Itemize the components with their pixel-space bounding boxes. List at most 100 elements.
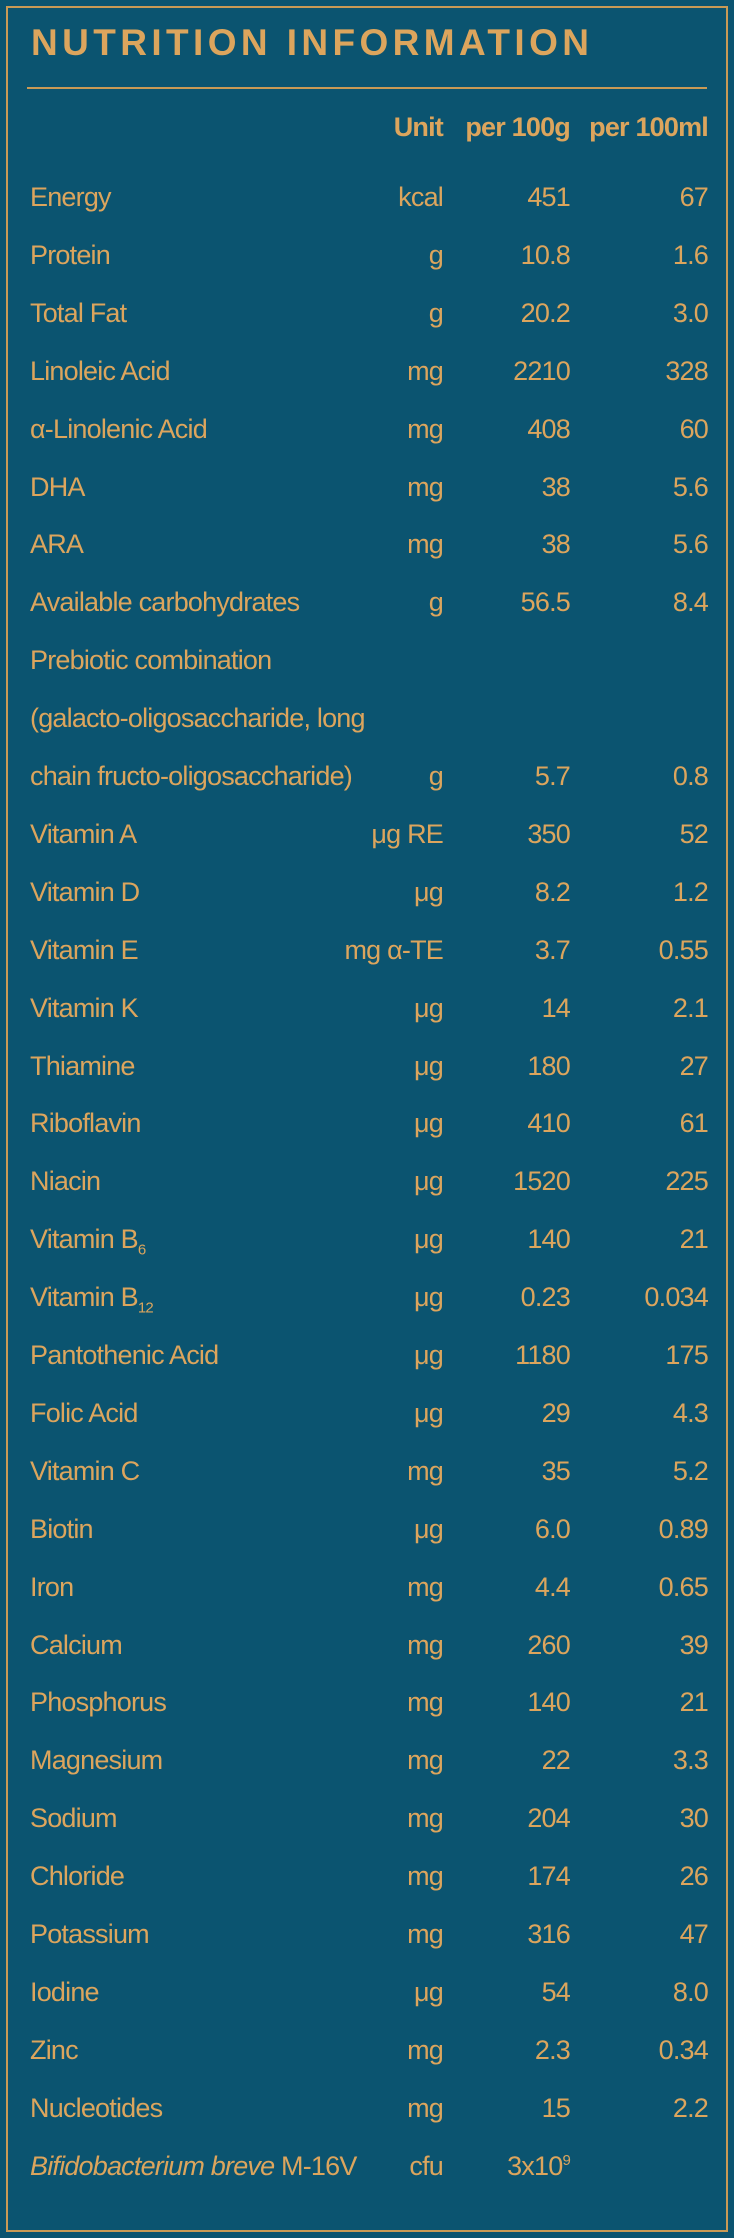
cell-text: 4.4 [534, 1571, 571, 1602]
row-name-text: Thiamine [30, 1050, 135, 1081]
row-name: DHA [30, 467, 85, 507]
cell-unit: μg [414, 1972, 444, 2012]
row-name: Niacin [30, 1161, 101, 1201]
cell-unit: mg [407, 2030, 444, 2070]
cell-text: 260 [527, 1629, 570, 1660]
row-name: Vitamin C [30, 1451, 140, 1491]
cell-text: mg [407, 1803, 444, 1834]
cell-unit: mg [407, 1682, 444, 1722]
cell-text: 21 [679, 1224, 709, 1255]
cell-per-100g: 54 [541, 1972, 571, 2012]
cell-text: 20.2 [520, 297, 571, 328]
cell-text: μg [414, 1397, 444, 1428]
cell-per-100ml: 328 [665, 351, 708, 391]
cell-per-100g: 35 [542, 1451, 571, 1491]
cell-unit: μg [414, 1161, 444, 1201]
cell-per-100g: 2.3 [535, 2030, 571, 2070]
cell-per-100g: 1180 [515, 1335, 571, 1375]
cell-text: μg [414, 1976, 444, 2007]
row-name: Zinc [30, 2030, 79, 2070]
row-name-text: Iron [30, 1571, 74, 1602]
divider [27, 87, 707, 89]
cell-text: 408 [527, 413, 570, 444]
cell-text: 350 [527, 818, 570, 849]
cell-text: 175 [665, 1340, 708, 1370]
cell-unit: μg [414, 1046, 444, 1086]
cell-text: mg [407, 529, 444, 560]
cell-per-100g: 5.7 [534, 756, 571, 796]
cell-unit: mg [407, 1798, 444, 1838]
cell-text: mg [407, 1745, 444, 1776]
column-header: Unit [393, 112, 444, 142]
cell-unit: g [428, 582, 444, 622]
cell-unit: g [428, 756, 444, 796]
cell-text: μg [414, 992, 444, 1023]
row-name: (galacto-oligosaccharide, long [30, 703, 366, 734]
cell-text: mg [407, 1455, 444, 1486]
row-name: Prebiotic combination [30, 645, 272, 676]
frame [6, 6, 728, 2232]
cell-per-100ml: 3.3 [673, 1740, 709, 1780]
cell-text: mg [407, 1629, 444, 1660]
cell-text: 8.0 [672, 1976, 709, 2007]
cell-text: mg [407, 1571, 444, 1602]
cell-text: 8.4 [672, 587, 709, 618]
cell-text: 5.7 [534, 761, 571, 791]
cell-per-100g: 38 [541, 524, 571, 564]
cell-text: 5.6 [672, 529, 709, 560]
row-name: Linoleic Acid [30, 351, 171, 391]
cell-per-100g: 4.4 [534, 1567, 571, 1607]
row-name-text: Riboflavin [30, 1108, 141, 1139]
cell-per-100ml: 0.034 [644, 1277, 708, 1317]
cell-text: g [428, 761, 444, 791]
cell-text: 225 [665, 1166, 708, 1197]
row-name: Iodine [30, 1972, 100, 2012]
row-name-text: Vitamin D [30, 876, 140, 907]
row-name-text: Potassium [30, 1919, 150, 1949]
cell-text: 4.3 [672, 1397, 709, 1428]
cell-per-100ml: 225 [665, 1161, 708, 1201]
row-name-sub: 6 [137, 1241, 146, 1259]
row-name-text: Iodine [30, 1976, 100, 2007]
cell-text: 1.6 [672, 239, 709, 270]
cell-per-100ml: 4.3 [672, 1393, 709, 1433]
cell-text: μg [414, 1050, 444, 1081]
row-name-text: Vitamin E [30, 934, 139, 965]
cell-text: 5.2 [672, 1455, 709, 1486]
cell-text: 1180 [515, 1340, 571, 1370]
cell-text: cfu [409, 2150, 443, 2181]
cell-unit: μg [414, 1335, 444, 1375]
row-name: Potassium [30, 1914, 150, 1954]
row-name-text: Total Fat [30, 297, 127, 328]
cell-text: 54 [541, 1976, 571, 2007]
cell-per-100g: 1520 [513, 1161, 571, 1201]
row-name-text: Chloride [30, 1861, 125, 1892]
cell-per-100ml: 5.6 [673, 467, 709, 507]
row-name: Calcium [30, 1625, 123, 1665]
cell-text: 38 [541, 529, 571, 560]
cell-unit: mg [407, 524, 444, 564]
cell-per-100ml: 27 [680, 1046, 709, 1086]
cell-text: g [428, 297, 444, 328]
cell-text: 174 [527, 1861, 570, 1892]
cell-per-100ml: 3.0 [673, 293, 709, 333]
row-name: Available carbohydrates [30, 582, 300, 622]
cell-text: μg [414, 1166, 444, 1197]
cell-per-100g: 29 [542, 1393, 571, 1433]
cell-text: g [428, 587, 444, 618]
cell-text: 140 [527, 1224, 570, 1255]
cell-per-100g: 451 [527, 177, 570, 217]
cell-text: 180 [527, 1050, 570, 1081]
cell-per-100ml: 0.89 [659, 1509, 709, 1549]
cell-per-100ml: 30 [680, 1798, 709, 1838]
cell-text: μg [414, 1108, 444, 1139]
cell-per-100ml: 5.6 [672, 524, 709, 564]
cell-text: 0.65 [658, 1571, 709, 1602]
cell-text: μg RE [371, 818, 443, 849]
cell-unit: μg [414, 1103, 444, 1143]
cell-text: 0.23 [520, 1282, 571, 1313]
cell-text: 1.2 [672, 876, 709, 907]
cell-per-100ml: 1.2 [672, 872, 709, 912]
row-name: Biotin [30, 1509, 94, 1549]
cell-text: 140 [527, 1687, 570, 1718]
